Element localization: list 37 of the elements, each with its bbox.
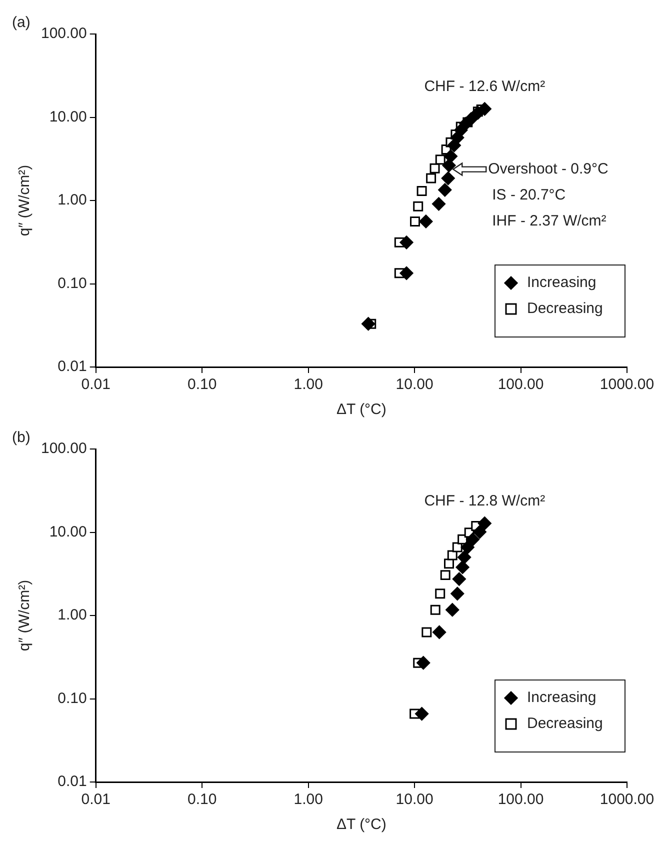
y-tick-label: 10.00: [49, 108, 87, 126]
annotation: CHF - 12.8 W/cm²: [424, 492, 546, 510]
legend-label: Increasing: [527, 689, 596, 706]
annotation: CHF - 12.6 W/cm²: [424, 78, 546, 96]
y-tick-label: 100.00: [40, 25, 87, 42]
y-axis-title: q″ (W/cm²): [16, 164, 34, 236]
x-tick-label: 0.01: [81, 791, 110, 808]
chart-title: (b): [12, 429, 30, 446]
annotation: Overshoot - 0.9°C: [488, 160, 608, 178]
y-tick-label: 0.10: [58, 690, 87, 707]
y-axis-title: q″ (W/cm²): [16, 580, 34, 652]
y-tick-label: 1.00: [58, 606, 87, 624]
x-tick-label: 1.00: [294, 376, 323, 394]
legend-label: Decreasing: [527, 300, 603, 318]
x-axis-title: ΔT (°C): [336, 401, 386, 418]
x-tick-label: 1000.00: [600, 791, 654, 808]
x-tick-label: 100.00: [498, 376, 544, 394]
x-tick-label: 0.01: [81, 376, 110, 394]
y-tick-label: 0.10: [58, 274, 87, 292]
x-tick-label: 1.00: [294, 791, 323, 808]
legend-label: Increasing: [527, 274, 596, 292]
x-tick-label: 10.00: [396, 376, 434, 394]
x-tick-label: 100.00: [498, 791, 544, 808]
y-tick-label: 10.00: [49, 523, 87, 540]
annotation: IS - 20.7°C: [492, 186, 566, 204]
y-tick-label: 1.00: [58, 192, 87, 209]
chart-title: (a): [12, 14, 30, 32]
x-tick-label: 1000.00: [600, 376, 654, 394]
legend-label: Decreasing: [527, 715, 603, 732]
annotation: IHF - 2.37 W/cm²: [492, 212, 606, 230]
x-axis-title: ΔT (°C): [336, 816, 386, 834]
x-tick-label: 0.10: [188, 791, 217, 808]
x-tick-label: 10.00: [396, 791, 434, 808]
x-tick-label: 0.10: [188, 376, 217, 394]
y-tick-label: 0.01: [58, 773, 87, 790]
y-tick-label: 100.00: [40, 440, 87, 458]
y-tick-label: 0.01: [58, 358, 87, 376]
